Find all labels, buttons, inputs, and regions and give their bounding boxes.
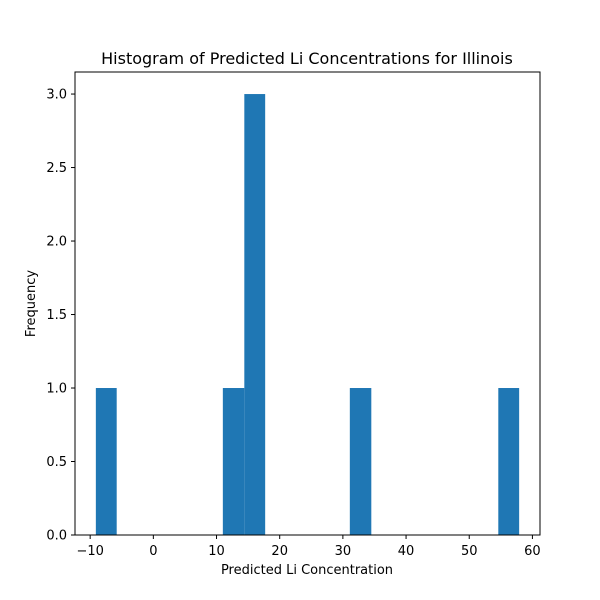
x-tick-label: −10 [76, 544, 103, 559]
y-axis-label: Frequency [24, 270, 39, 337]
y-tick-label: 2.5 [46, 161, 67, 176]
x-tick-label: 50 [461, 544, 478, 559]
bars-group [95, 94, 520, 536]
x-tick-label: 10 [208, 544, 225, 559]
x-axis-label: Predicted Li Concentration [221, 563, 393, 578]
y-tick-label: 2.0 [46, 235, 67, 250]
histogram-bar [95, 388, 117, 535]
y-tick-label: 0.5 [46, 455, 67, 470]
x-tick-label: 0 [149, 544, 157, 559]
x-axis-ticks: −10 0 10 20 30 40 50 60 [76, 535, 541, 559]
histogram-bar [349, 388, 372, 535]
chart-title: Histogram of Predicted Li Concentrations… [101, 49, 513, 68]
y-tick-label: 1.5 [46, 308, 67, 323]
y-tick-label: 3.0 [46, 88, 67, 103]
plot-frame [74, 71, 541, 536]
x-tick-label: 40 [398, 544, 415, 559]
x-tick-label: 30 [335, 544, 352, 559]
y-tick-label: 1.0 [46, 382, 67, 397]
histogram-bar [244, 94, 266, 536]
histogram-bar [498, 388, 520, 535]
histogram-bar [222, 388, 245, 535]
x-tick-label: 20 [271, 544, 288, 559]
y-tick-label: 0.0 [46, 529, 67, 544]
y-axis-ticks: 0.0 0.5 1.0 1.5 2.0 2.5 3.0 [46, 88, 75, 544]
x-tick-label: 60 [524, 544, 541, 559]
